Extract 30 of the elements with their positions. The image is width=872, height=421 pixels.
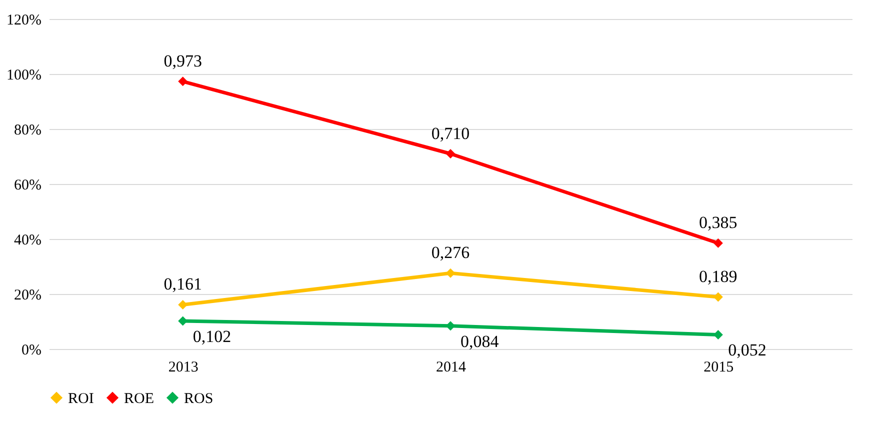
legend-label: ROI (68, 390, 94, 407)
point (178, 76, 188, 86)
y-tick-label: 80% (14, 122, 42, 138)
data-label: 0,084 (460, 332, 500, 351)
y-tick-label: 20% (14, 288, 42, 304)
data-label: 0,710 (431, 124, 470, 143)
data-label: 0,973 (164, 51, 202, 70)
y-tick-label: 60% (14, 178, 42, 194)
point (713, 292, 723, 302)
y-tick-label: 120% (6, 12, 42, 28)
point (446, 321, 456, 331)
x-tick-label: 2014 (436, 360, 466, 376)
data-label: 0,276 (431, 243, 470, 262)
point (178, 300, 188, 310)
x-tick-label: 2013 (168, 360, 198, 376)
y-tick-label: 0% (22, 342, 42, 358)
data-label: 0,102 (192, 326, 232, 346)
data-label: 0,189 (699, 267, 738, 286)
point (446, 149, 456, 158)
legend-label: ROE (124, 390, 154, 407)
point (713, 238, 723, 248)
y-tick-label: 40% (14, 232, 42, 248)
legend-label: ROS (184, 390, 214, 407)
data-label: 0,052 (728, 340, 766, 360)
y-tick-label: 100% (6, 68, 42, 84)
point (446, 268, 456, 278)
point (713, 330, 723, 340)
data-label: 0,385 (699, 213, 738, 232)
data-label: 0,161 (164, 274, 202, 294)
x-tick-label: 2015 (704, 360, 734, 376)
